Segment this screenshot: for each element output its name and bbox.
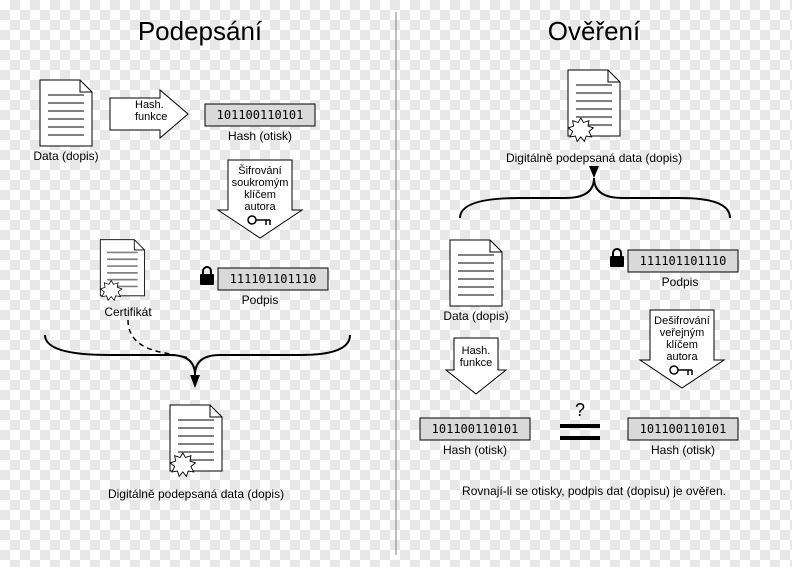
sig-val: 111101101110 [230, 272, 317, 286]
r-data-label: Data (dopis) [443, 309, 508, 323]
r-dec1: Dešifrování [654, 315, 710, 327]
lock-icon [200, 267, 214, 285]
hash-label: Hash (otisk) [228, 129, 292, 143]
signed-doc-icon [170, 405, 222, 476]
hash-func-line1: Hash. [135, 99, 164, 111]
equals-q: ? [575, 400, 585, 420]
cert-label: Certifikát [104, 305, 152, 319]
r-dec3: klíčem [666, 339, 698, 351]
r-dec4: autora [666, 351, 698, 363]
left-title: Podepsání [138, 16, 263, 46]
enc-l1: Šifrování [238, 164, 281, 177]
data-doc-icon [40, 80, 92, 146]
r-sig-val: 111101101110 [640, 254, 727, 268]
result-label: Digitálně podepsaná data (dopis) [108, 487, 284, 501]
r-data-doc-icon [450, 240, 502, 306]
r-hash-val-l: 101100110101 [432, 422, 519, 436]
hash-func-line2: funkce [135, 111, 167, 123]
cert-icon [100, 240, 144, 301]
r-hash-val-r: 101100110101 [640, 422, 727, 436]
r-hf2: funkce [460, 357, 492, 369]
hash-val: 101100110101 [217, 108, 304, 122]
r-hash-label-l: Hash (otisk) [443, 443, 507, 457]
right-title: Ověření [548, 16, 641, 46]
enc-l2: soukromým [232, 177, 289, 189]
split-arrowhead [589, 166, 599, 178]
r-signed-label: Digitálně podepsaná data (dopis) [506, 151, 682, 165]
enc-l4: autora [244, 201, 276, 213]
r-sig-label: Podpis [662, 275, 699, 289]
footer-text: Rovnají-li se otisky, podpis dat (dopisu… [462, 484, 726, 498]
split-brace [460, 178, 730, 218]
diagram-svg: Podepsání Data (dopis) Hash. funkce 1011… [0, 0, 792, 567]
data-label: Data (dopis) [33, 149, 98, 163]
enc-l3: klíčem [244, 189, 276, 201]
combine-brace [45, 335, 350, 375]
r-dec2: veřejným [660, 327, 705, 339]
sig-label: Podpis [242, 293, 279, 307]
r-hash-label-r: Hash (otisk) [651, 443, 715, 457]
cert-dashed-line [128, 320, 190, 358]
r-lock-icon [610, 249, 624, 267]
r-signed-doc-icon [568, 70, 620, 141]
brace-arrowhead [190, 375, 200, 388]
r-hf1: Hash. [462, 345, 491, 357]
